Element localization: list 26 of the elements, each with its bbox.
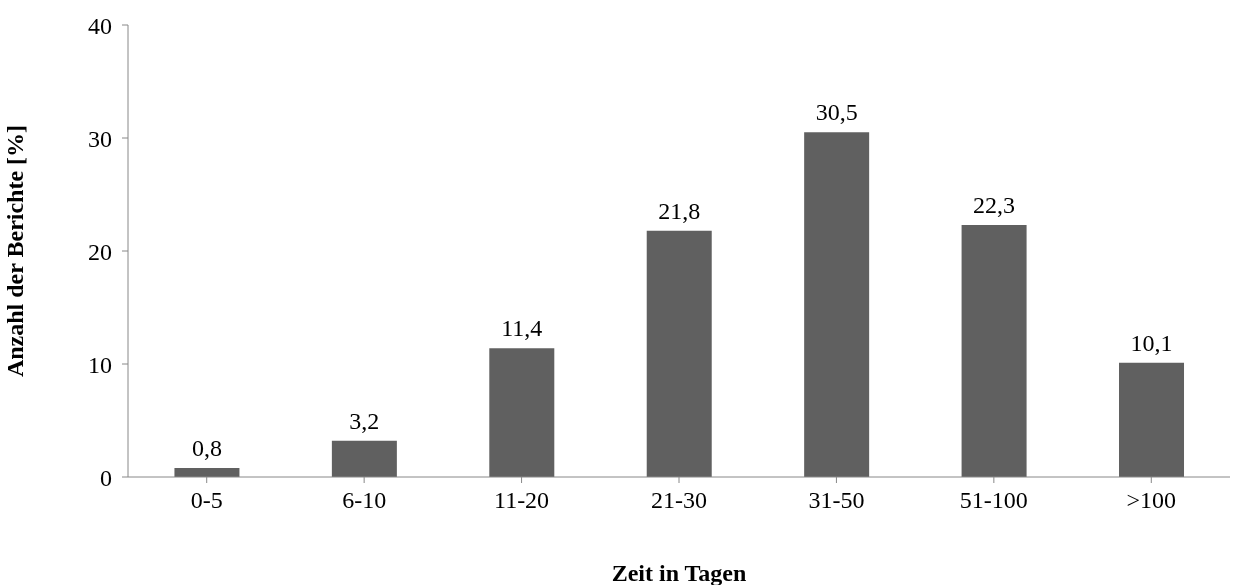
bar <box>1119 362 1185 477</box>
x-tick-label: 31-50 <box>808 487 865 514</box>
bar <box>804 132 870 477</box>
y-tick-label: 40 <box>88 12 112 39</box>
bar <box>489 348 555 477</box>
y-tick-label: 20 <box>88 238 112 265</box>
data-label: 3,2 <box>349 407 380 434</box>
y-tick-label: 10 <box>88 351 112 378</box>
data-label: 10,1 <box>1130 329 1173 356</box>
y-axis-title: Anzahl der Berichte [%] <box>1 124 28 378</box>
x-tick-label: 51-100 <box>959 487 1028 514</box>
bar <box>961 225 1027 477</box>
bar <box>331 440 397 477</box>
data-label: 30,5 <box>815 99 858 126</box>
data-label: 0,8 <box>191 434 222 461</box>
bar <box>646 230 712 477</box>
y-tick-label: 0 <box>100 464 112 491</box>
x-tick-label: 21-30 <box>651 487 707 514</box>
x-tick-label: 11-20 <box>494 487 550 514</box>
data-label: 22,3 <box>973 192 1016 219</box>
x-tick-label: 0-5 <box>190 487 223 514</box>
x-tick-label: 6-10 <box>342 487 387 514</box>
x-tick-label: >100 <box>1126 487 1177 514</box>
data-label: 21,8 <box>658 197 701 224</box>
data-label: 11,4 <box>501 315 543 342</box>
y-tick-label: 30 <box>88 125 112 152</box>
